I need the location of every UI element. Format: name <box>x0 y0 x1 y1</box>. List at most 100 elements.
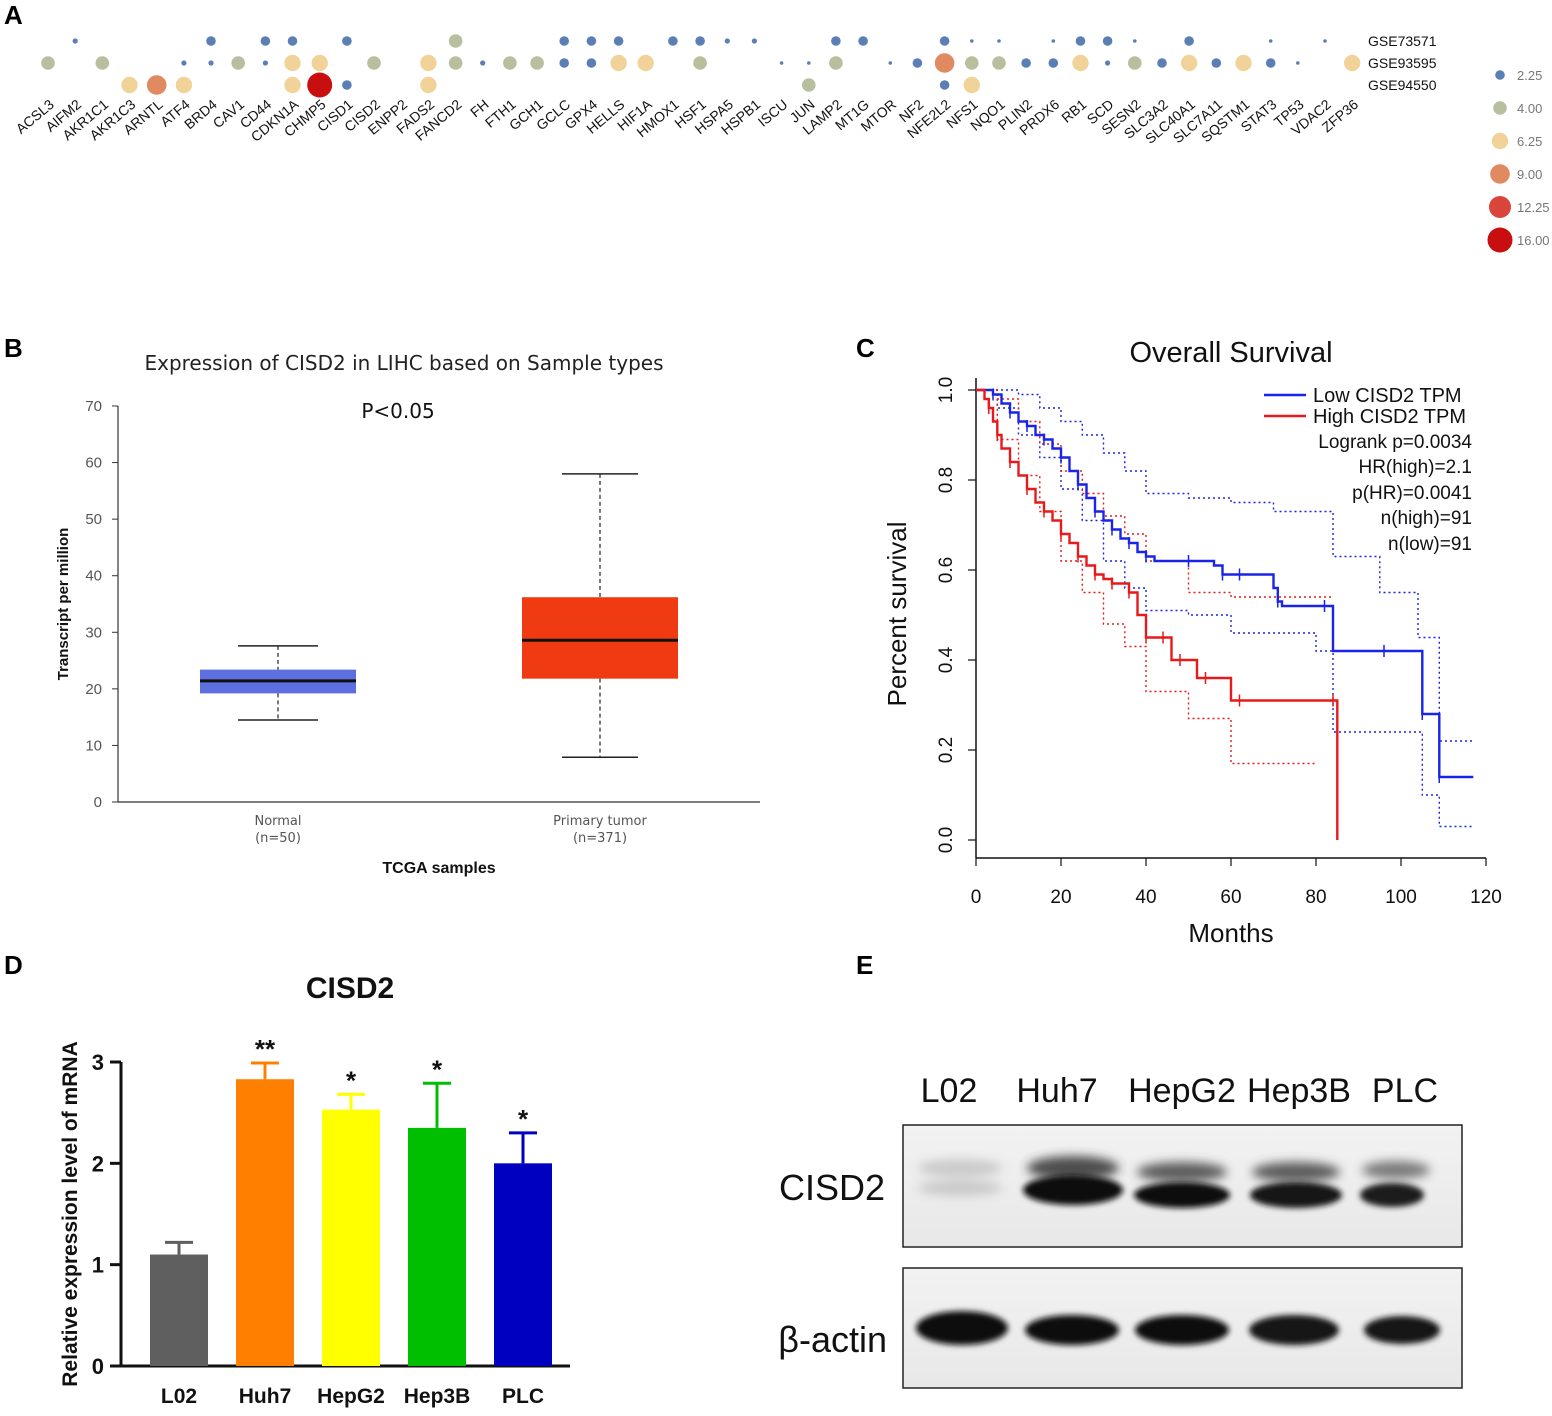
dataset-label-gse93595: GSE93595 <box>1368 55 1437 71</box>
dot-gse93595-fads2 <box>420 54 437 72</box>
significance-hepg2: * <box>346 1065 357 1095</box>
legend-value-5: 16.00 <box>1517 233 1550 248</box>
bar-category-hepg2: HepG2 <box>317 1385 385 1408</box>
dot-gse73571-prdx6 <box>1051 39 1056 43</box>
boxplot-boxes: Normal (n=50) Primary tumor (n=371) <box>200 473 678 846</box>
band-actin-hep3b <box>1249 1315 1339 1345</box>
survival-axes: 0.0 0.2 0.4 0.6 0.8 1.0 0 20 40 60 80 100 120 <box>936 377 1502 908</box>
survival-x-label: Months <box>1188 918 1273 948</box>
ci-lower-0 <box>976 389 1474 828</box>
boxplot-chart: Expression of CISD2 in LIHC based on Sam… <box>55 351 760 877</box>
dot-gse93595-slc40a1 <box>1180 54 1198 72</box>
blot-row-label-cisd2: CISD2 <box>779 1167 885 1208</box>
dot-gse94550-cdkn1a <box>284 76 301 94</box>
dot-gse93595-plin2 <box>1021 58 1031 68</box>
western-blot: L02 Huh7 HepG2 Hep3B PLC CISD2 β-actin <box>778 1072 1463 1389</box>
lane-label-hepg2: HepG2 <box>1128 1072 1236 1110</box>
bar-category-huh7: Huh7 <box>239 1385 292 1408</box>
boxplot-y-tick-label-7: 70 <box>85 398 102 415</box>
dot-gse93595-hif1a <box>637 54 654 72</box>
boxplot-pvalue: P<0.05 <box>361 399 434 423</box>
legend-dot-2 <box>1491 132 1509 150</box>
legend-dot-5 <box>1487 227 1513 253</box>
legend-value-4: 12.25 <box>1517 200 1550 215</box>
bar-y-tick-label-2: 2 <box>92 1151 104 1176</box>
panel-label-d: D <box>4 950 23 980</box>
stat-n-low: n(low)=91 <box>1388 534 1472 555</box>
box-category-1: Primary tumor <box>553 814 647 829</box>
dot-gse93595-stat3 <box>1265 58 1276 68</box>
survival-curve-1 <box>976 388 1339 840</box>
bar-chart-bars: L02 ** Huh7 * HepG2 * Hep3B * PLC <box>150 1034 552 1408</box>
significance-hep3b: * <box>432 1054 443 1084</box>
boxplot-y-tick-label-3: 30 <box>85 624 102 641</box>
dot-gse94550-jun <box>802 78 816 92</box>
blot-row-label-actin: β-actin <box>778 1319 887 1360</box>
ci-upper-0 <box>976 389 1474 742</box>
bar-chart-title: CISD2 <box>306 972 394 1005</box>
dot-gse93595-jun <box>807 61 811 65</box>
band-cisd2-plc-lower <box>1360 1183 1424 1207</box>
bar-category-l02: L02 <box>161 1385 197 1408</box>
dot-gse73571-stat3 <box>1268 39 1273 43</box>
band-cisd2-l02-upper <box>918 1159 1002 1177</box>
legend-value-2: 6.25 <box>1517 134 1542 149</box>
dot-gse93595-rb1 <box>1072 54 1089 72</box>
dot-gse93595-zfp36 <box>1344 54 1361 72</box>
bar-plc <box>494 1163 552 1366</box>
dot-gse73571-vdac2 <box>1323 39 1327 43</box>
dot-gse94550-atf4 <box>175 76 193 94</box>
bar-hepg2 <box>322 1109 380 1366</box>
dot-gse73571-lamp2 <box>831 36 841 46</box>
boxplot-y-tick-label-1: 10 <box>85 737 102 754</box>
bar-huh7 <box>236 1079 294 1366</box>
dot-gse73571-hmox1 <box>668 36 678 46</box>
band-cisd2-plc-upper <box>1362 1161 1430 1179</box>
band-actin-l02 <box>916 1311 1008 1345</box>
dot-gse93595-fh <box>480 60 486 66</box>
dot-gse73571-hsf1 <box>695 36 705 46</box>
bar-y-tick-label-1: 1 <box>92 1253 104 1278</box>
boxplot-y-tick-label-2: 20 <box>85 681 102 698</box>
dot-gse93595-slc7a11 <box>1211 58 1222 68</box>
dot-gse93595-atf4 <box>181 60 187 66</box>
dot-gse93595-fancd2 <box>448 56 463 70</box>
stat-hr: HR(high)=2.1 <box>1358 457 1472 478</box>
dot-gse93595-scd <box>1105 60 1111 66</box>
dot-gse73571-gclc <box>559 36 569 46</box>
band-cisd2-hepg2-lower <box>1134 1182 1230 1208</box>
band-actin-plc <box>1364 1316 1440 1344</box>
dot-gse93595-tp53 <box>1296 61 1300 65</box>
blot-lane-labels: L02 Huh7 HepG2 Hep3B PLC <box>921 1072 1438 1110</box>
boxplot-axes: 0 10 20 30 40 50 60 70 <box>85 398 760 811</box>
ci-lower-1 <box>976 389 1316 765</box>
survival-x-tick-label-4: 80 <box>1305 887 1326 908</box>
survival-x-tick-label-1: 20 <box>1050 887 1071 908</box>
band-actin-hepg2 <box>1135 1315 1229 1345</box>
legend-label-high: High CISD2 TPM <box>1313 406 1466 428</box>
survival-y-tick-label-0: 0.0 <box>936 827 957 853</box>
panel-label-a: A <box>4 0 23 30</box>
dot-gse73571-mt1g <box>858 36 868 46</box>
dot-matrix-chart: ACSL3AIFM2AKR1C1AKR1C3ARNTLATF4BRD4CAV1C… <box>13 33 1550 253</box>
survival-legend: Low CISD2 TPM High CISD2 TPM Logrank p=0… <box>1264 385 1472 555</box>
box-category-0: Normal <box>254 814 301 829</box>
dot-gse93595-cd44 <box>262 60 268 66</box>
legend-dot-3 <box>1490 164 1510 184</box>
dot-gse93595-prdx6 <box>1048 58 1059 68</box>
boxplot-y-tick-label-4: 40 <box>85 568 102 585</box>
bar-l02 <box>150 1254 208 1366</box>
dot-gse93595-lamp2 <box>829 56 843 70</box>
dot-gse93595-nf2 <box>912 58 923 68</box>
band-cisd2-hep3b-lower <box>1250 1182 1342 1208</box>
dot-gse93595-iscu <box>779 61 784 65</box>
survival-y-tick-label-5: 1.0 <box>936 377 957 403</box>
dot-gse94550-akr1c3 <box>121 76 138 94</box>
significance-huh7: ** <box>255 1034 276 1064</box>
band-cisd2-huh7-upper <box>1027 1156 1119 1180</box>
legend-dot-4 <box>1489 196 1511 218</box>
dot-gse93595-sesn2 <box>1128 56 1142 70</box>
dataset-labels: GSE73571 GSE93595 GSE94550 <box>1368 33 1437 93</box>
significance-plc: * <box>518 1104 529 1134</box>
dot-matrix-dots <box>41 34 1361 98</box>
